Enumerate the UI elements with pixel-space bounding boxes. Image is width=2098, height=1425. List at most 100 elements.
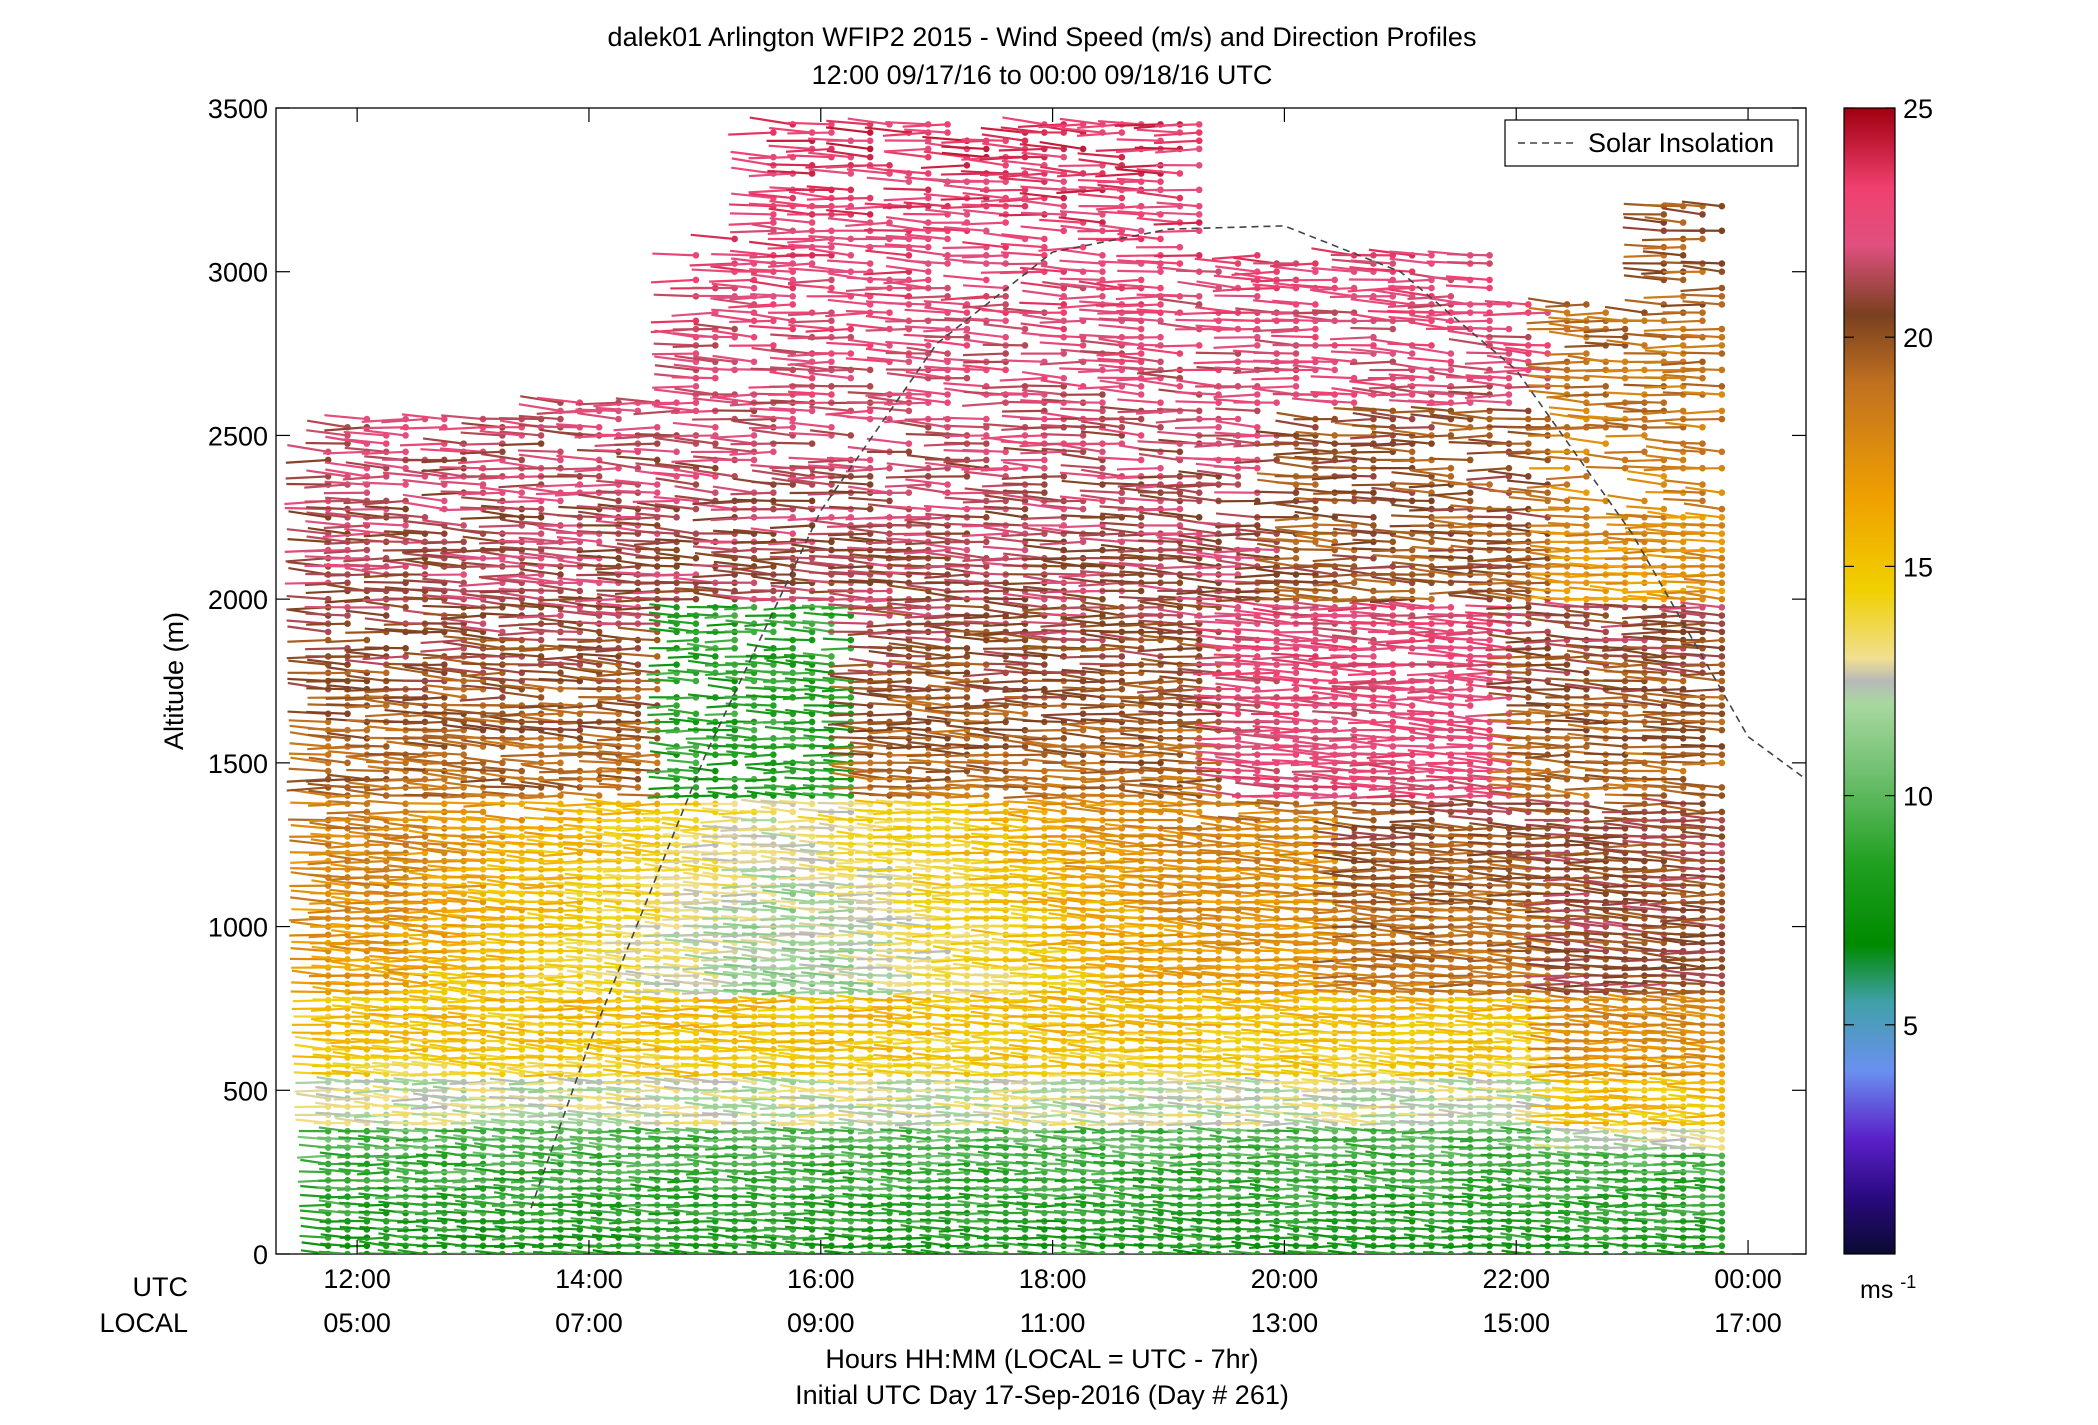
wind-barb-shaft — [518, 622, 561, 626]
wind-barb-shaft — [486, 933, 522, 936]
wind-barb-dot — [673, 661, 680, 668]
wind-barb-shaft — [662, 917, 696, 921]
wind-barb-shaft — [646, 769, 677, 774]
wind-barb-shaft — [729, 212, 774, 216]
wind-barb-shaft — [330, 1040, 367, 1045]
wind-barb-dot — [750, 333, 758, 341]
wind-barb-shaft — [290, 859, 329, 864]
wind-barb-shaft — [363, 540, 406, 543]
wind-barb-dot — [499, 694, 506, 701]
wind-barb-shaft — [288, 767, 329, 773]
wind-barb-shaft — [410, 1121, 445, 1126]
wind-barb-dot — [750, 604, 758, 611]
wind-barb-shaft — [347, 788, 387, 797]
wind-barb-shaft — [499, 442, 542, 447]
wind-barb-shaft — [745, 654, 774, 658]
wind-barb-shaft — [466, 1048, 503, 1052]
wind-barb-shaft — [779, 924, 813, 928]
wind-barb-shaft — [378, 1241, 406, 1247]
wind-barb-shaft — [332, 1062, 367, 1067]
wind-barb-shaft — [356, 1154, 387, 1159]
wind-barb-dot — [324, 718, 332, 726]
wind-barb-dot — [731, 636, 738, 644]
wind-barb-shaft — [569, 1179, 600, 1183]
wind-barb-dot — [324, 628, 332, 636]
wind-barb-shaft — [443, 679, 484, 683]
wind-barb-shaft — [305, 441, 348, 445]
wind-barb-shaft — [352, 1019, 387, 1026]
wind-barb-dot — [557, 612, 564, 619]
wind-barb-shaft — [343, 499, 387, 505]
wind-barb-shaft — [732, 498, 774, 503]
wind-barb-shaft — [307, 859, 348, 866]
wind-barb-shaft — [445, 801, 484, 805]
wind-barb-shaft — [328, 750, 367, 756]
wind-barb-shaft — [601, 850, 638, 854]
wind-barb-shaft — [706, 786, 735, 790]
wind-barb-shaft — [363, 516, 406, 520]
wind-barb-shaft — [285, 458, 329, 464]
wind-barb-dot — [634, 644, 642, 652]
wind-barb-shaft — [577, 563, 619, 568]
wind-barb-shaft — [447, 1031, 484, 1035]
wind-barb-shaft — [388, 1031, 425, 1035]
wind-barb-shaft — [352, 1068, 387, 1076]
wind-barb-shaft — [666, 638, 696, 643]
wind-barb-shaft — [583, 965, 619, 969]
wind-barb-dot — [789, 808, 797, 816]
wind-barb-shaft — [306, 429, 348, 437]
wind-barb-shaft — [641, 1031, 677, 1036]
wind-barb-shaft — [327, 794, 367, 798]
wind-barb-shaft — [628, 1146, 658, 1150]
wind-barb-shaft — [343, 508, 387, 511]
wind-barb-shaft — [750, 547, 793, 552]
wind-barb-shaft — [648, 1211, 677, 1216]
wind-barb-shaft — [304, 581, 348, 587]
wind-barb-shaft — [306, 535, 348, 543]
wind-barb-shaft — [329, 903, 368, 912]
wind-barb-shaft — [604, 950, 638, 954]
wind-barb-dot — [634, 661, 642, 668]
wind-barb-shaft — [322, 532, 367, 539]
wind-barb-shaft — [562, 835, 600, 839]
wind-barb-shaft — [667, 1195, 696, 1199]
wind-barb-shaft — [520, 761, 561, 766]
wind-barb-shaft — [383, 696, 425, 700]
wind-barb-shaft — [634, 433, 677, 437]
wind-barb-shaft — [682, 850, 716, 854]
wind-barb-dot — [441, 530, 448, 537]
wind-barb-dot — [750, 284, 758, 292]
wind-barb-shaft — [454, 1153, 484, 1157]
wind-barb-shaft — [557, 638, 600, 642]
wind-barb-shaft — [701, 958, 735, 962]
wind-barb-shaft — [306, 687, 348, 691]
wind-barb-shaft — [347, 813, 387, 822]
wind-barb-shaft — [550, 1195, 580, 1199]
wind-barb-dot — [537, 694, 545, 701]
wind-barb-shaft — [286, 528, 329, 535]
wind-barb-shaft — [369, 932, 406, 936]
wind-barb-dot — [344, 620, 351, 627]
wind-barb-shaft — [285, 557, 329, 563]
wind-barb-shaft — [616, 637, 658, 642]
wind-barb-shaft — [296, 1092, 329, 1100]
wind-barb-shaft — [653, 293, 696, 298]
wind-barb-shaft — [346, 674, 387, 683]
wind-barb-shaft — [702, 1112, 735, 1116]
wind-barb-shaft — [538, 598, 580, 602]
wind-barb-shaft — [682, 933, 716, 937]
wind-barb-dot — [344, 710, 351, 718]
wind-barb-dot — [653, 685, 661, 693]
wind-barb-shaft — [510, 1187, 542, 1191]
wind-barb-shaft — [622, 819, 658, 823]
wind-barb-shaft — [707, 605, 735, 609]
wind-barb-shaft — [640, 1072, 677, 1076]
wind-barb-shaft — [324, 573, 367, 577]
wind-barb-dot — [692, 505, 700, 513]
wind-barb-dot — [382, 972, 390, 979]
wind-barb-shaft — [662, 883, 696, 887]
wind-barb-shaft — [769, 555, 813, 560]
wind-barb-shaft — [306, 679, 348, 683]
wind-barb-shaft — [687, 1228, 716, 1232]
wind-barb-dot — [711, 374, 719, 382]
